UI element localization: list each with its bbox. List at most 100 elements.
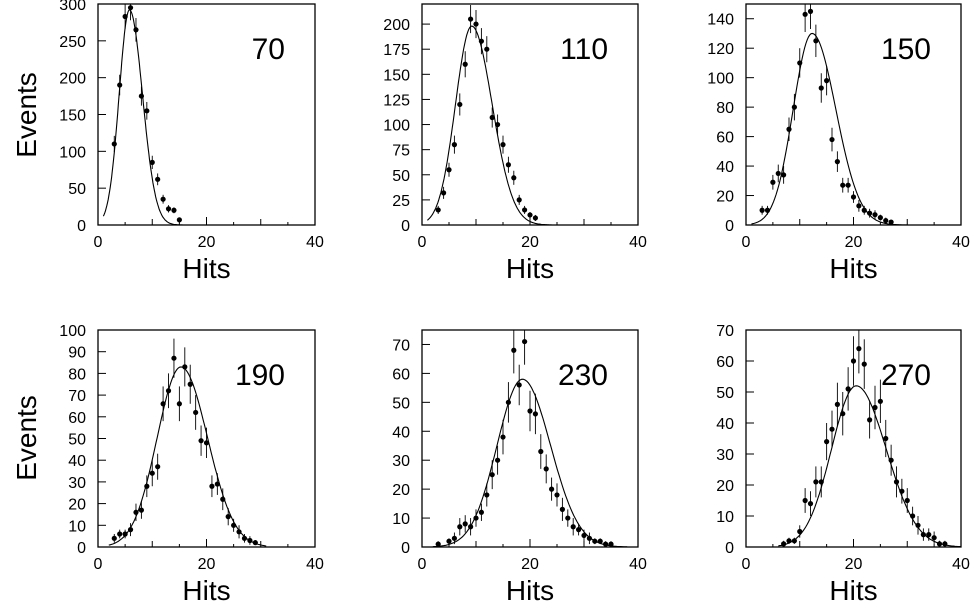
y-tick-label: 50	[68, 432, 86, 449]
energy-label: 270	[881, 359, 931, 392]
data-point	[576, 527, 582, 533]
data-point	[781, 172, 787, 178]
fit-curve	[778, 385, 961, 548]
row2-ylabel: Events	[11, 395, 42, 481]
data-point	[155, 464, 161, 470]
data-point	[850, 194, 857, 200]
y-tick-label: 120	[707, 41, 734, 58]
data-point	[176, 217, 182, 223]
data-point	[867, 210, 873, 216]
data-point	[489, 114, 495, 121]
y-tick-label: 20	[716, 189, 734, 206]
data-point	[872, 212, 878, 218]
data-point	[549, 486, 555, 492]
data-point	[608, 541, 614, 547]
y-tick-label: 40	[392, 424, 410, 441]
data-point	[522, 207, 528, 213]
data-point	[818, 85, 824, 91]
x-axis-title: Hits	[182, 253, 230, 284]
data-point	[446, 538, 452, 544]
panel-70: 0 20 40 0 50 100 150 200 250 300 Hits 70	[59, 0, 324, 284]
data-point	[451, 535, 457, 541]
y-tick-label: 30	[392, 453, 410, 470]
x-axis-title: Hits	[506, 253, 554, 284]
data-point	[856, 346, 862, 352]
x-tick-label: 0	[94, 234, 103, 251]
data-point	[797, 528, 803, 535]
data-point	[495, 121, 501, 128]
data-point	[165, 206, 172, 212]
y-tick-label: 80	[68, 366, 86, 383]
y-tick-label: 150	[59, 108, 86, 125]
y-tick-label: 100	[707, 71, 734, 88]
data-point	[231, 522, 237, 528]
data-point	[468, 524, 474, 530]
data-point	[149, 159, 155, 165]
data-point	[931, 535, 937, 541]
data-point	[791, 538, 797, 544]
x-axis-title: Hits	[182, 575, 230, 606]
data-point	[111, 535, 117, 541]
data-point	[597, 538, 603, 544]
y-tick-label: 0	[725, 218, 734, 235]
data-point	[468, 16, 474, 22]
y-tick-label: 40	[68, 453, 86, 470]
y-tick-label: 50	[716, 385, 734, 402]
fit-curve	[108, 366, 267, 547]
x-tick-label: 40	[306, 556, 324, 573]
x-tick-label: 0	[418, 556, 427, 573]
data-point	[532, 411, 539, 417]
data-point	[883, 217, 889, 224]
y-tick-label: 200	[59, 71, 86, 88]
data-point	[883, 435, 889, 442]
data-point	[435, 541, 441, 547]
y-tick-label: 0	[401, 540, 410, 557]
data-point	[111, 141, 117, 147]
y-tick-label: 30	[68, 475, 86, 492]
data-point	[915, 522, 921, 528]
data-point	[500, 434, 506, 440]
y-tick-label: 50	[392, 395, 410, 412]
data-point	[829, 136, 835, 143]
data-point	[457, 524, 463, 530]
x-tick-label: 20	[198, 556, 216, 573]
data-point	[462, 61, 468, 67]
data-point	[451, 142, 457, 148]
data-point	[516, 197, 522, 203]
y-tick-label: 300	[59, 0, 86, 14]
data-point	[877, 215, 883, 221]
data-point	[522, 338, 528, 345]
y-tick-label: 250	[59, 34, 86, 51]
y-tick-label: 70	[68, 388, 86, 405]
data-point	[446, 167, 452, 173]
y-tick-label: 140	[707, 12, 734, 29]
y-tick-label: 20	[716, 478, 734, 495]
y-tick-label: 10	[392, 511, 410, 528]
data-point	[807, 8, 814, 14]
y-tick-label: 80	[716, 100, 734, 117]
data-point	[586, 535, 593, 541]
energy-label: 190	[235, 359, 285, 392]
data-point	[802, 11, 808, 17]
data-point	[872, 404, 878, 411]
data-point	[759, 207, 765, 213]
data-point	[198, 438, 204, 444]
data-point	[888, 457, 894, 463]
data-point	[457, 101, 463, 108]
panel-110: 0 20 40 0 25 50 75 100 125 150 175 200 Hits 110	[383, 3, 647, 284]
data-point	[127, 527, 134, 533]
data-point	[899, 488, 905, 494]
data-point	[877, 398, 883, 404]
data-point	[845, 386, 851, 392]
x-tick-label: 0	[742, 556, 751, 573]
data-point	[813, 38, 819, 44]
data-point	[144, 483, 150, 489]
energy-label: 230	[558, 359, 608, 392]
data-point	[187, 381, 193, 387]
data-point	[241, 535, 248, 541]
fit-curve	[102, 9, 185, 226]
data-point	[160, 196, 166, 202]
fit-curve	[751, 32, 908, 226]
data-point	[565, 515, 571, 521]
